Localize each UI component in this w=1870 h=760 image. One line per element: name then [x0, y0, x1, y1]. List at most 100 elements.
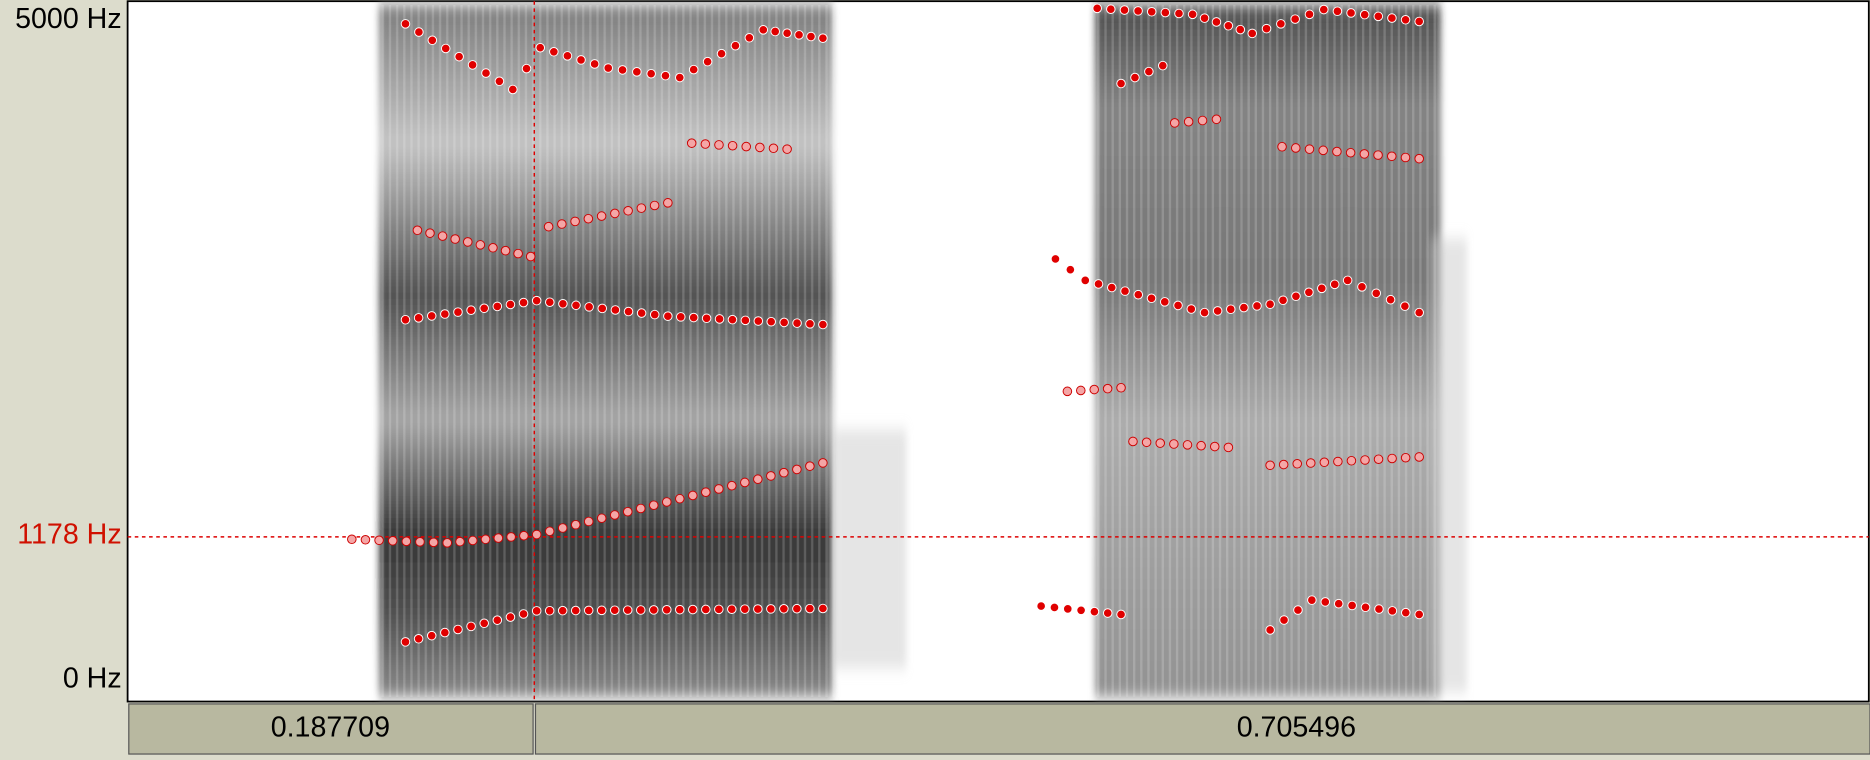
formant-dot [1116, 78, 1126, 89]
formant-dot [453, 624, 463, 635]
formant-dot [688, 312, 699, 323]
stripe [424, 4, 427, 697]
stripe [1419, 4, 1422, 697]
stripe [696, 4, 699, 697]
stripe [789, 4, 792, 697]
formant-dot [1360, 455, 1370, 465]
stripe [710, 4, 714, 697]
formant-dot [521, 63, 532, 74]
stripe [825, 4, 828, 697]
formant-dot [1160, 297, 1170, 307]
formant-dot [1291, 291, 1301, 302]
formant-dot [792, 464, 802, 475]
segment-after[interactable] [534, 703, 1870, 755]
formant-dot [1155, 438, 1166, 448]
stripe [1168, 4, 1172, 697]
formant-dot [1373, 11, 1384, 22]
formant-dot [779, 604, 789, 614]
stripe [639, 4, 642, 697]
segment-before[interactable] [128, 703, 534, 755]
formant-dot [1386, 151, 1397, 162]
formant-dot [1169, 118, 1180, 128]
stripe [732, 4, 735, 697]
stripe [1190, 4, 1193, 697]
formant-dot [603, 63, 613, 73]
stripe [624, 4, 628, 697]
formant-dot [596, 605, 607, 616]
formant-dot [636, 308, 647, 318]
formant-dot [660, 70, 671, 81]
formant-dot [1186, 304, 1197, 314]
stripe [474, 4, 478, 697]
formant-dot [453, 307, 463, 317]
formant-dot [663, 311, 673, 321]
stripe [803, 4, 807, 697]
formant-dot [805, 319, 815, 329]
formant-dot [675, 72, 685, 83]
formant-dot [583, 516, 594, 527]
formant-dot [1293, 605, 1303, 615]
formant-dot [466, 621, 476, 632]
stripe [388, 4, 392, 697]
formant-dot [676, 312, 686, 322]
stripe [1326, 4, 1329, 697]
formant-dot [740, 315, 751, 326]
stripe [1390, 4, 1393, 697]
stripe [689, 4, 692, 697]
freq-top-label: 5000 Hz [15, 3, 122, 35]
formant-dot [766, 604, 776, 614]
formant-dot [768, 143, 779, 154]
formant-dot [740, 477, 750, 488]
formant-dot [1106, 4, 1116, 14]
stripe [1383, 4, 1386, 697]
stripe [603, 4, 606, 697]
formant-dot [1414, 452, 1424, 462]
formant-dot [1374, 604, 1384, 614]
formant-dot [576, 55, 586, 65]
formant-dot [1278, 295, 1288, 306]
stripe [467, 4, 470, 697]
stripe [1404, 4, 1408, 697]
formant-dot [662, 497, 672, 507]
formant-dot [782, 144, 792, 154]
formant-dot [415, 537, 425, 547]
formant-dot [1387, 13, 1397, 23]
stripe [1369, 4, 1372, 697]
formant-dot [557, 219, 567, 229]
stripe [1104, 4, 1107, 697]
formant-dot [702, 56, 713, 67]
segment-after-label: 0.705496 [1237, 712, 1356, 744]
formant-dot [635, 503, 646, 514]
formant-dot [1063, 604, 1073, 614]
stripe [775, 4, 778, 697]
formant-dot [632, 67, 642, 77]
stripe [1297, 4, 1300, 697]
formant-dot [1092, 3, 1102, 14]
stripe [1433, 4, 1436, 697]
formant-dot [610, 305, 621, 315]
formant-dot [727, 314, 738, 325]
stripe [768, 4, 771, 697]
formant-dot [1211, 114, 1222, 125]
formant-dot [1212, 306, 1223, 316]
formant-dot [663, 198, 673, 208]
formant-dot [437, 231, 448, 241]
formant-dot [557, 605, 568, 616]
formant-dot [1133, 6, 1143, 16]
formant-dot [494, 76, 505, 87]
formant-dot [617, 65, 628, 75]
stripe [431, 4, 435, 697]
formant-dot [506, 532, 516, 542]
formant-dot [1076, 385, 1086, 396]
formant-dot [818, 33, 828, 43]
stripe [725, 4, 728, 697]
stripe [381, 4, 385, 697]
formant-dot [1387, 453, 1397, 464]
stripe [496, 4, 499, 697]
formant-dot [570, 605, 581, 616]
formant-dot [428, 537, 439, 548]
formant-dot [454, 51, 464, 62]
formant-dot [609, 605, 620, 615]
formant-dot [1173, 300, 1183, 311]
formant-dot [1292, 459, 1302, 469]
